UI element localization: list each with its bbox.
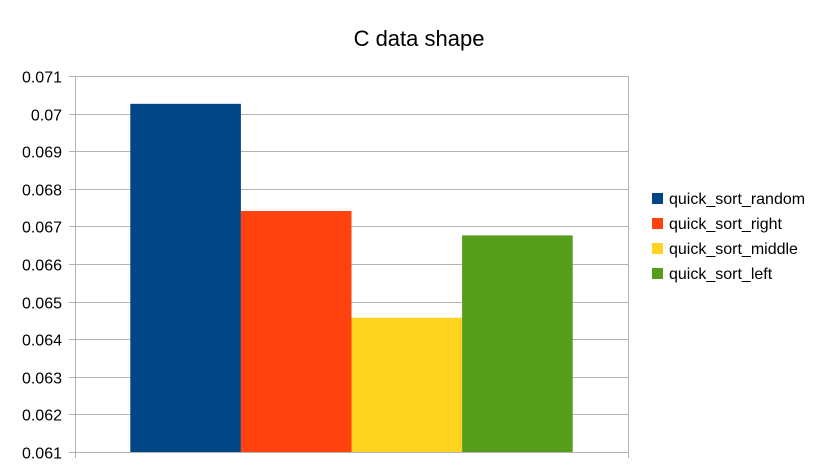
y-tick-label: 0.069 xyxy=(22,145,62,162)
y-tick-label: 0.066 xyxy=(22,258,62,275)
bar-quick-sort-right xyxy=(240,210,352,452)
y-tick-label: 0.064 xyxy=(22,333,62,350)
y-tick-label: 0.063 xyxy=(22,371,62,388)
y-tick-label: 0.07 xyxy=(31,108,62,125)
y-tick-label: 0.068 xyxy=(22,183,62,200)
legend-swatch xyxy=(652,193,663,204)
bar-quick-sort-left xyxy=(462,235,573,452)
bars xyxy=(130,103,573,452)
legend-swatch xyxy=(652,243,663,254)
y-tick-label: 0.065 xyxy=(22,296,62,313)
legend-label: quick_sort_random xyxy=(669,191,805,208)
legend-swatch xyxy=(652,218,663,229)
y-tick-label: 0.062 xyxy=(22,408,62,425)
legend-label: quick_sort_right xyxy=(669,216,783,233)
y-tick-label: 0.061 xyxy=(22,446,62,463)
bar-quick-sort-random xyxy=(130,103,241,452)
legend-swatch xyxy=(652,268,663,279)
legend-label: quick_sort_left xyxy=(669,266,773,283)
legend: quick_sort_random quick_sort_right quick_s… xyxy=(652,191,805,283)
y-tick-label: 0.067 xyxy=(22,220,62,237)
bar-quick-sort-middle xyxy=(351,317,463,452)
chart-title: C data shape xyxy=(354,26,485,51)
axes: 0.061 0.062 0.063 0.064 0.065 0.066 0.067 0.068… xyxy=(22,70,629,463)
legend-label: quick_sort_middle xyxy=(669,241,798,258)
y-tick-label: 0.071 xyxy=(22,70,62,87)
